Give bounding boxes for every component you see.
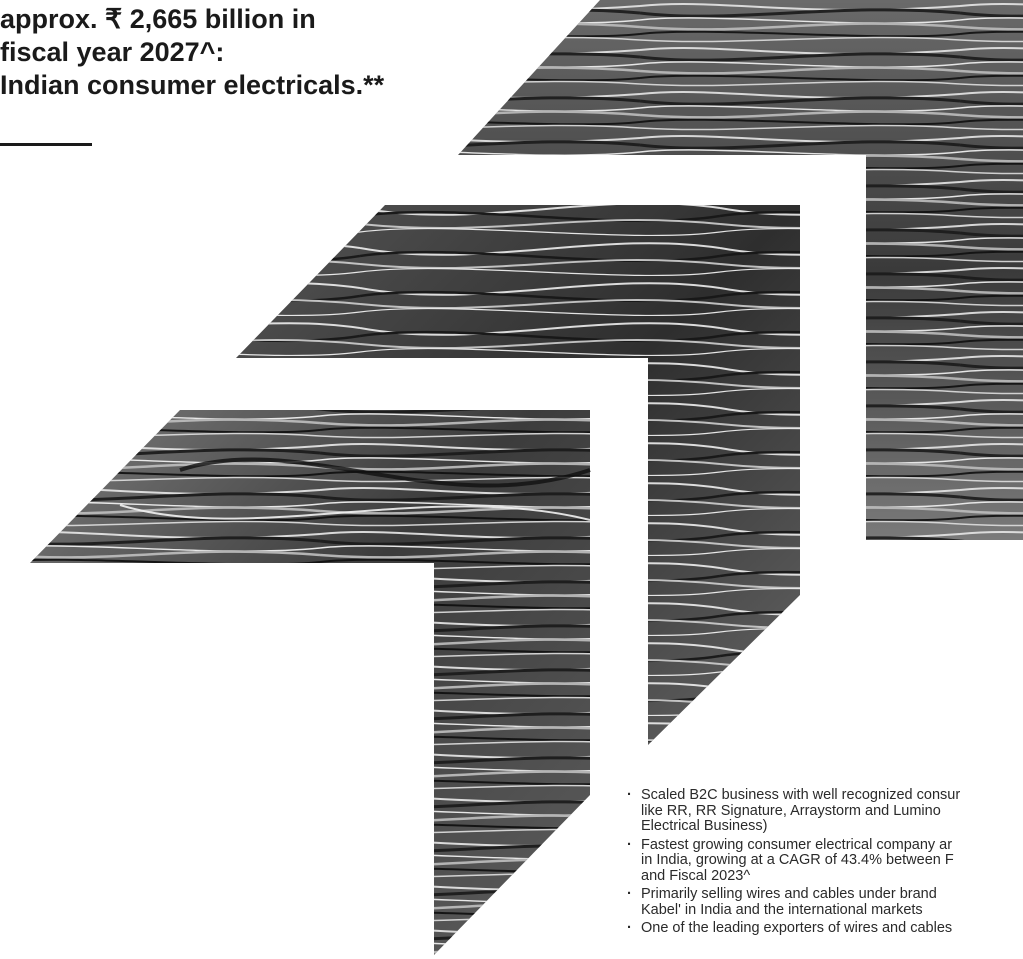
chevron-front-shape — [30, 410, 591, 955]
headline-line-3: Indian consumer electricals.** — [0, 70, 385, 100]
list-item: Fastest growing consumer electrical comp… — [627, 837, 1023, 885]
list-item: One of the leading exporters of wires an… — [627, 920, 1023, 937]
headline: approx. ₹ 2,665 billion in fiscal year 2… — [0, 3, 384, 102]
headline-line-1: approx. ₹ 2,665 billion in — [0, 4, 316, 34]
headline-underline — [0, 143, 92, 146]
highlights-list: Scaled B2C business with well recognized… — [627, 787, 1023, 940]
list-item: Primarily selling wires and cables under… — [627, 886, 1023, 918]
list-item: Scaled B2C business with well recognized… — [627, 787, 1023, 835]
chevron-back-shape — [458, 0, 1023, 540]
chevron-middle-shape — [236, 205, 800, 745]
headline-line-2: fiscal year 2027^: — [0, 37, 225, 67]
